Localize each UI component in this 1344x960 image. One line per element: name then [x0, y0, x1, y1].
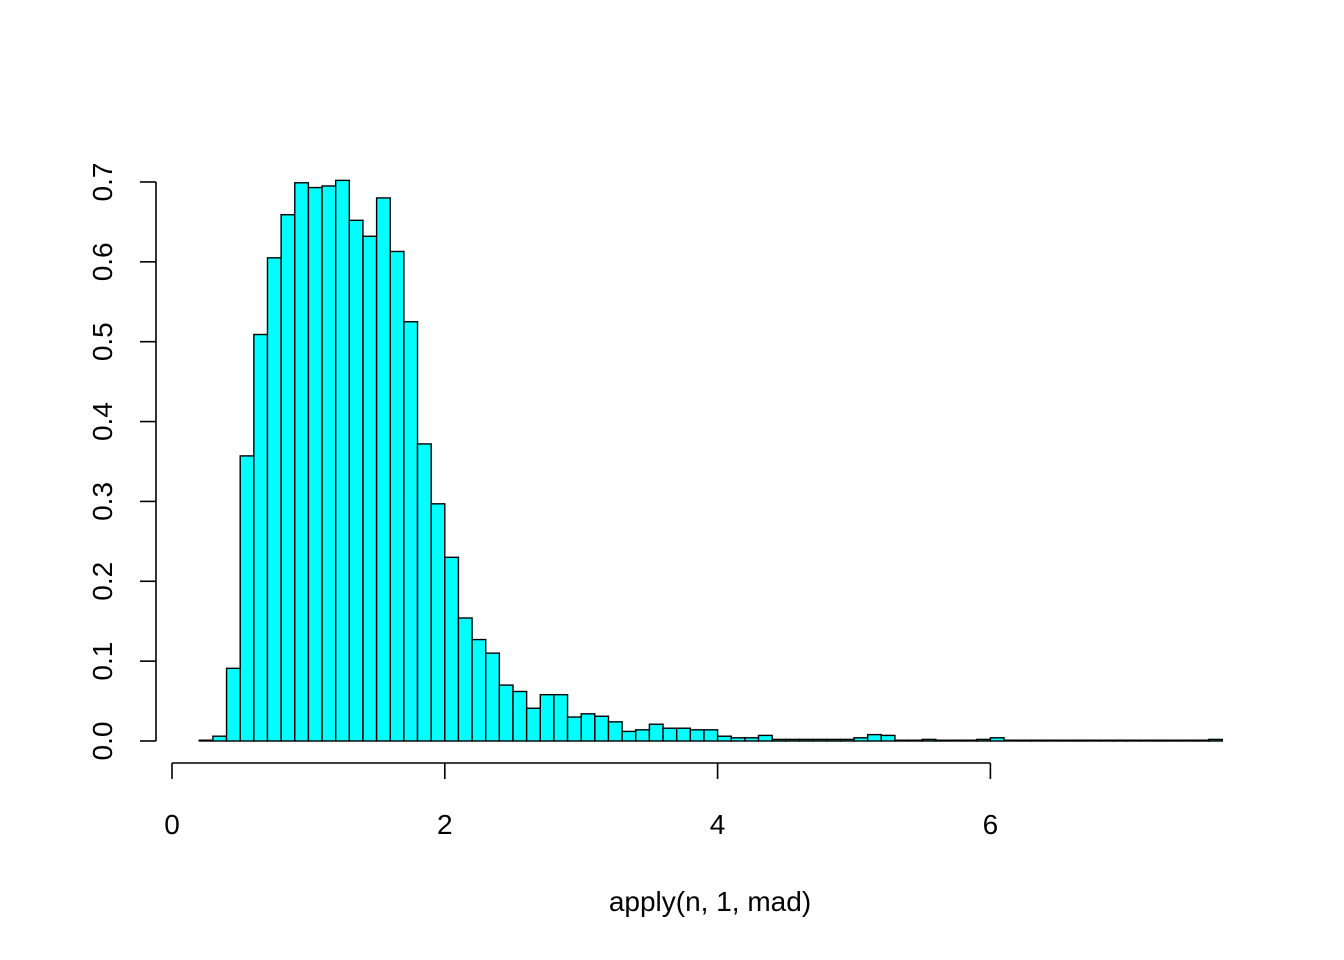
histogram-bar — [321, 185, 337, 742]
histogram-bar — [1071, 739, 1087, 742]
x-tick-label: 4 — [710, 809, 726, 840]
histogram-bar — [512, 690, 528, 742]
histogram-bar — [1030, 739, 1046, 742]
histogram-bar — [334, 179, 351, 742]
histogram-bar — [948, 739, 964, 742]
y-axis: 0.0 0.1 0.2 0.3 0.4 0.5 0.6 0.7 — [87, 163, 157, 761]
histogram-bar — [1098, 739, 1114, 742]
histogram-bar — [498, 684, 514, 742]
y-tick-label: 0.2 — [87, 562, 118, 601]
y-tick-label: 0.3 — [87, 482, 118, 521]
histogram-bar — [880, 734, 896, 742]
histogram-bar — [826, 738, 842, 742]
histogram-bar — [1044, 739, 1060, 742]
histogram-bar — [730, 737, 746, 742]
histogram-bar — [348, 219, 364, 742]
histogram-bar — [757, 734, 773, 742]
histogram-bar — [403, 321, 419, 742]
histogram-bar — [239, 455, 255, 742]
histogram-bar — [989, 737, 1005, 742]
histogram-bar — [594, 715, 610, 742]
histogram-bar — [389, 250, 405, 742]
histogram-bar — [430, 503, 446, 742]
histogram-bars — [198, 179, 1223, 742]
histogram-bar — [1207, 738, 1223, 742]
x-tick-label: 6 — [983, 809, 999, 840]
histogram-bar — [307, 186, 323, 742]
histogram-bar — [485, 652, 501, 742]
histogram-bar — [1016, 739, 1033, 742]
histogram-bar — [444, 556, 460, 742]
histogram-bar — [294, 182, 310, 742]
histogram-bar — [1003, 739, 1019, 742]
histogram-bar — [280, 214, 296, 742]
histogram-bar — [471, 638, 487, 742]
histogram-bar — [689, 729, 705, 742]
histogram-bar — [375, 197, 391, 742]
histogram-bar — [266, 257, 282, 742]
histogram-bar — [935, 739, 951, 742]
histogram-bar — [798, 738, 814, 742]
y-tick-label: 0.4 — [87, 402, 118, 441]
x-tick-label: 2 — [437, 809, 453, 840]
histogram-bar — [812, 738, 828, 742]
histogram-bar — [1112, 739, 1128, 742]
histogram-bar — [635, 729, 651, 742]
histogram-bar — [716, 735, 732, 742]
histogram-bar — [1167, 739, 1183, 742]
x-tick-label: 0 — [164, 809, 180, 840]
histogram-bar — [785, 738, 801, 742]
histogram-bar — [553, 693, 569, 742]
histogram-bar — [253, 333, 269, 742]
histogram-bar — [675, 727, 692, 742]
histogram-bar — [1153, 739, 1169, 742]
histogram-bar — [607, 721, 623, 742]
histogram-bar — [921, 738, 937, 742]
x-axis-title: apply(n, 1, mad) — [609, 886, 811, 917]
histogram-bar — [703, 729, 719, 742]
histogram-bar — [1139, 739, 1155, 742]
x-axis: 0 2 4 6 — [164, 762, 999, 840]
y-tick-label: 0.0 — [87, 722, 118, 761]
histogram-bar — [744, 737, 760, 742]
histogram-bar — [839, 738, 855, 742]
histogram-bar — [648, 723, 664, 742]
histogram-bar — [212, 735, 228, 742]
histogram-bar — [580, 713, 596, 742]
y-tick-label: 0.6 — [87, 242, 118, 281]
histogram-bar — [1057, 739, 1073, 742]
histogram-bar — [976, 738, 992, 742]
histogram-bar — [416, 443, 432, 742]
histogram-bar — [198, 739, 214, 742]
histogram-bar — [1126, 739, 1142, 742]
histogram-bar — [1180, 739, 1196, 742]
histogram-bar — [771, 738, 787, 742]
histogram-bar — [1085, 739, 1101, 742]
y-tick-label: 0.1 — [87, 642, 118, 681]
histogram-bar — [566, 716, 582, 742]
histogram-bar — [539, 693, 555, 742]
histogram-bar — [225, 667, 241, 742]
histogram-bar — [362, 235, 378, 742]
histogram-bar — [457, 617, 473, 742]
histogram-bar — [525, 707, 541, 742]
histogram-bar — [866, 733, 882, 742]
y-tick-label: 0.5 — [87, 322, 118, 361]
y-tick-label: 0.7 — [87, 163, 118, 202]
histogram-bar — [907, 739, 923, 742]
histogram-bar — [962, 739, 978, 742]
histogram-bar — [662, 727, 678, 742]
histogram-bar — [894, 739, 910, 742]
histogram-bar — [621, 730, 637, 742]
histogram-bar — [853, 737, 869, 742]
histogram-bar — [1194, 739, 1210, 742]
